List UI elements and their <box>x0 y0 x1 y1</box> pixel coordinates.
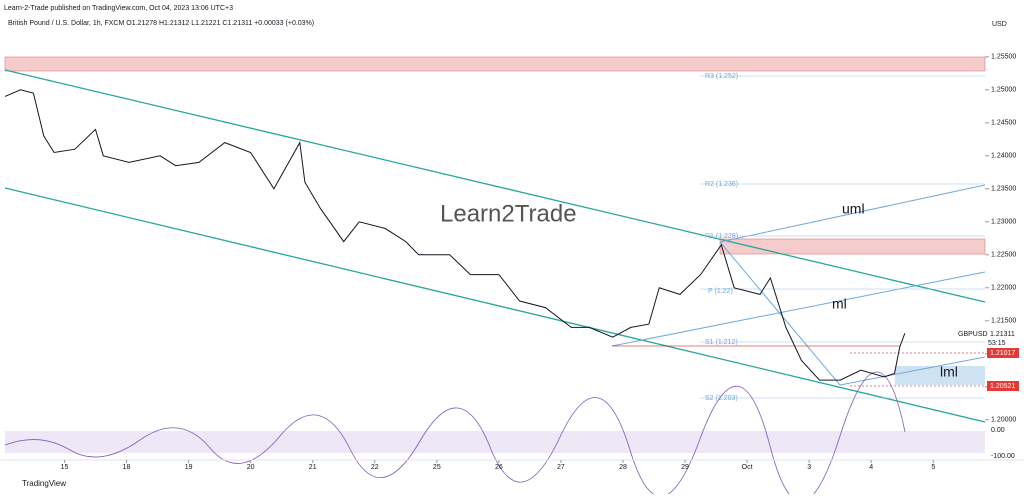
ml-line <box>611 271 986 347</box>
x-tick-label: 19 <box>185 464 193 471</box>
y-tick-label: 1.22500 <box>991 252 1016 259</box>
x-tick-label: 20 <box>247 464 255 471</box>
footer: TradingView <box>22 479 66 488</box>
y-tick-label: 1.23000 <box>991 219 1016 226</box>
x-tick-label: 18 <box>123 464 131 471</box>
annotation: ml <box>832 296 847 312</box>
fork-line <box>719 241 841 386</box>
y-tick-label: 1.23500 <box>991 186 1016 193</box>
annotation: R3 (1.252) <box>705 73 738 80</box>
annotation: P (1.22) <box>708 288 733 295</box>
annotation: S2 (1.203) <box>705 395 738 402</box>
demand-zone <box>895 366 985 385</box>
y-tick-label: 1.24000 <box>991 153 1016 160</box>
x-tick-label: 22 <box>371 464 379 471</box>
annotation: GBPUSD <box>958 331 988 338</box>
x-tick-label: 3 <box>807 464 811 471</box>
pivot-lines <box>700 75 985 399</box>
x-tick-label: 15 <box>61 464 69 471</box>
watermark: Learn2Trade <box>440 200 577 227</box>
currency: USD <box>992 21 1007 28</box>
x-tick-label: 4 <box>869 464 873 471</box>
rsi-tick-label: 0.00 <box>991 427 1005 434</box>
rsi-pane <box>5 431 985 453</box>
channel-lower <box>4 187 986 423</box>
y-tick-label: 1.25000 <box>991 87 1016 94</box>
y-tick-label: 1.21500 <box>991 318 1016 325</box>
rsi-line <box>4 371 906 499</box>
annotation: uml <box>842 201 865 217</box>
uml-line <box>719 184 986 243</box>
channel-upper <box>4 69 986 303</box>
annotation: R2 (1.236) <box>705 181 738 188</box>
price-line <box>4 89 906 381</box>
y-tick-label: 1.20000 <box>991 417 1016 424</box>
y-tick-label: 1.24500 <box>991 120 1016 127</box>
annotation: S1 (1.212) <box>705 339 738 346</box>
x-tick-label: 29 <box>681 464 689 471</box>
price-badge <box>987 381 1019 391</box>
x-tick-label: 25 <box>433 464 441 471</box>
x-tick-label: Oct <box>742 464 753 471</box>
x-tick-label: 21 <box>309 464 317 471</box>
y-tick-label: 1.22000 <box>991 285 1016 292</box>
supply-zone <box>4 56 986 72</box>
supply-zone <box>719 238 986 255</box>
x-tick-label: 28 <box>619 464 627 471</box>
annotation: 53:15 <box>988 340 1006 347</box>
annotation: lml <box>940 364 958 380</box>
x-tick-label: 27 <box>557 464 565 471</box>
publisher: Learn-2-Trade published on TradingView.c… <box>4 5 233 12</box>
rsi-tick-label: -100.00 <box>991 453 1015 460</box>
price-label: 1.20521 <box>990 383 1015 390</box>
price-label: 1.21311 <box>990 331 1015 338</box>
y-tick-label: 1.25500 <box>991 54 1016 61</box>
price-label: 1.21017 <box>990 350 1015 357</box>
x-tick-label: 5 <box>931 464 935 471</box>
price-badge <box>987 348 1019 358</box>
symbol-line: British Pound / U.S. Dollar, 1h, FXCM O1… <box>8 20 314 27</box>
annotation: R1 (1.228) <box>705 233 738 240</box>
x-tick-label: 26 <box>495 464 503 471</box>
